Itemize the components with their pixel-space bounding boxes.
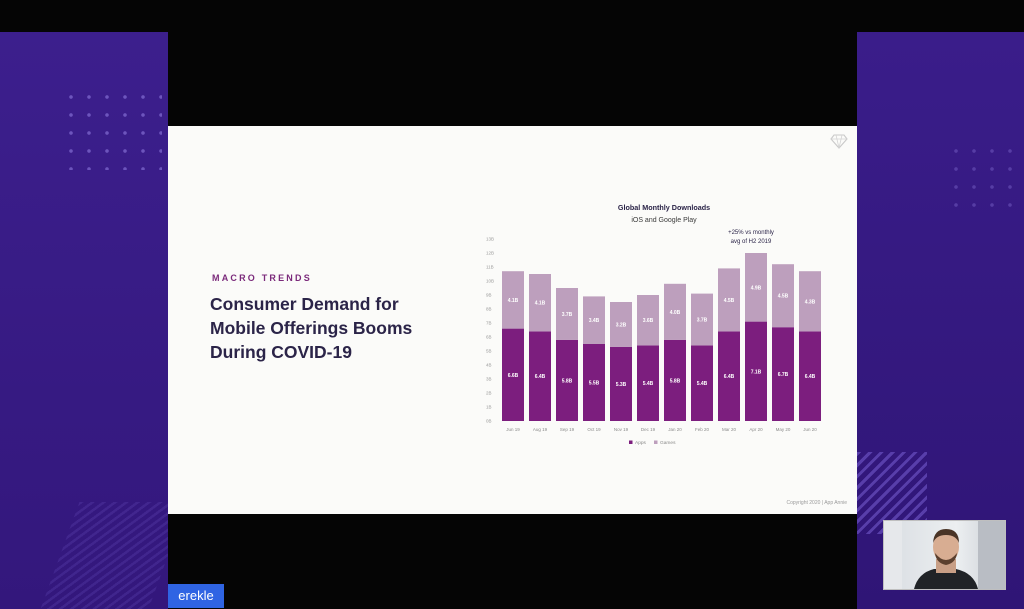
y-tick-label: 6B: [486, 335, 492, 340]
apps-value-label: 6.6B: [508, 373, 519, 379]
y-tick-label: 2B: [486, 391, 492, 396]
y-tick-label: 5B: [486, 349, 492, 354]
y-tick-label: 7B: [486, 321, 492, 326]
apps-value-label: 5.8B: [670, 378, 681, 384]
y-tick-label: 13B: [486, 237, 494, 242]
dot-pattern: [62, 88, 162, 170]
chart-annotation: avg of H2 2019: [731, 239, 772, 245]
x-tick-label: Jun 19: [506, 427, 520, 432]
games-bar: [745, 253, 767, 322]
x-tick-label: Jun 20: [803, 427, 817, 432]
downloads-chart: Global Monthly Downloads iOS and Google P…: [486, 203, 821, 446]
presentation-slide: MACRO TRENDS Consumer Demand for Mobile …: [168, 126, 857, 514]
apps-bar: [529, 331, 551, 421]
apps-bar: [637, 345, 659, 421]
apps-bar: [610, 346, 632, 421]
copyright-text: Copyright 2020 | App Annie: [786, 500, 847, 506]
chart-title: Global Monthly Downloads: [618, 203, 710, 212]
slide-headline: Consumer Demand for Mobile Offerings Boo…: [210, 294, 413, 362]
x-tick-label: Nov 19: [614, 427, 629, 432]
games-bar: [718, 268, 740, 332]
apps-bar: [772, 327, 794, 421]
games-bar: [502, 271, 524, 329]
chart-annotation: +25% vs monthly: [728, 230, 774, 236]
y-tick-label: 8B: [486, 307, 492, 312]
games-bar: [529, 274, 551, 332]
apps-bar: [502, 328, 524, 421]
x-tick-label: May 20: [776, 427, 791, 432]
x-tick-label: Apr 20: [749, 427, 763, 432]
right-backdrop: [857, 32, 1024, 609]
games-value-label: 3.4B: [589, 318, 600, 324]
apps-bar: [556, 339, 578, 421]
apps-bar: [718, 331, 740, 421]
apps-value-label: 5.4B: [697, 381, 708, 387]
games-bar: [772, 264, 794, 328]
left-backdrop: [0, 32, 168, 609]
x-tick-label: Oct 19: [587, 427, 601, 432]
y-tick-label: 4B: [486, 363, 492, 368]
slide-eyebrow: MACRO TRENDS: [212, 273, 312, 283]
games-value-label: 3.7B: [562, 312, 573, 318]
legend-swatch-games: [654, 440, 658, 444]
games-value-label: 4.1B: [508, 298, 519, 304]
games-value-label: 3.2B: [616, 322, 627, 328]
y-tick-label: 9B: [486, 293, 492, 298]
dot-pattern: [947, 142, 1024, 212]
x-tick-label: Mar 20: [722, 427, 737, 432]
y-tick-label: 11B: [486, 265, 494, 270]
chart-subtitle: iOS and Google Play: [631, 217, 697, 224]
apps-bar: [664, 339, 686, 421]
games-bar: [583, 296, 605, 344]
apps-value-label: 5.5B: [589, 381, 600, 387]
apps-value-label: 6.4B: [535, 374, 546, 380]
apps-value-label: 6.7B: [778, 372, 789, 378]
games-value-label: 4.0B: [670, 310, 681, 316]
apps-value-label: 5.3B: [616, 382, 627, 388]
games-value-label: 4.1B: [535, 301, 546, 307]
games-bar: [556, 288, 578, 340]
games-bar: [664, 283, 686, 340]
apps-bar: [745, 321, 767, 421]
apps-value-label: 7.1B: [751, 369, 762, 375]
legend-label-apps: Apps: [635, 440, 647, 446]
x-tick-label: Feb 20: [695, 427, 710, 432]
x-tick-label: Jan 20: [668, 427, 682, 432]
apps-value-label: 6.4B: [724, 374, 735, 380]
apps-value-label: 5.4B: [643, 381, 654, 387]
games-value-label: 4.9B: [751, 285, 762, 291]
presenter-webcam: [883, 520, 1006, 590]
x-tick-label: Dec 19: [641, 427, 656, 432]
games-bar: [799, 271, 821, 332]
y-tick-label: 1B: [486, 405, 492, 410]
games-value-label: 4.5B: [724, 298, 735, 304]
app-annie-logo-icon: [830, 134, 848, 149]
apps-bar: [799, 331, 821, 421]
apps-value-label: 6.4B: [805, 374, 816, 380]
x-tick-label: Aug 19: [533, 427, 548, 432]
games-bar: [610, 302, 632, 347]
legend-label-games: Games: [660, 440, 676, 446]
y-tick-label: 10B: [486, 279, 494, 284]
presenter-name-tag: erekle: [168, 584, 224, 608]
games-value-label: 3.7B: [697, 318, 708, 324]
games-value-label: 4.5B: [778, 294, 789, 300]
y-tick-label: 12B: [486, 251, 494, 256]
y-tick-label: 3B: [486, 377, 492, 382]
apps-value-label: 5.8B: [562, 378, 573, 384]
x-tick-label: Sep 19: [560, 427, 575, 432]
legend-swatch-apps: [629, 440, 633, 444]
games-value-label: 4.3B: [805, 299, 816, 305]
games-bar: [637, 295, 659, 346]
apps-bar: [691, 345, 713, 421]
apps-bar: [583, 344, 605, 421]
stripe-pattern: [40, 502, 168, 609]
games-bar: [691, 293, 713, 346]
y-tick-label: 0B: [486, 419, 492, 424]
games-value-label: 3.6B: [643, 318, 654, 324]
